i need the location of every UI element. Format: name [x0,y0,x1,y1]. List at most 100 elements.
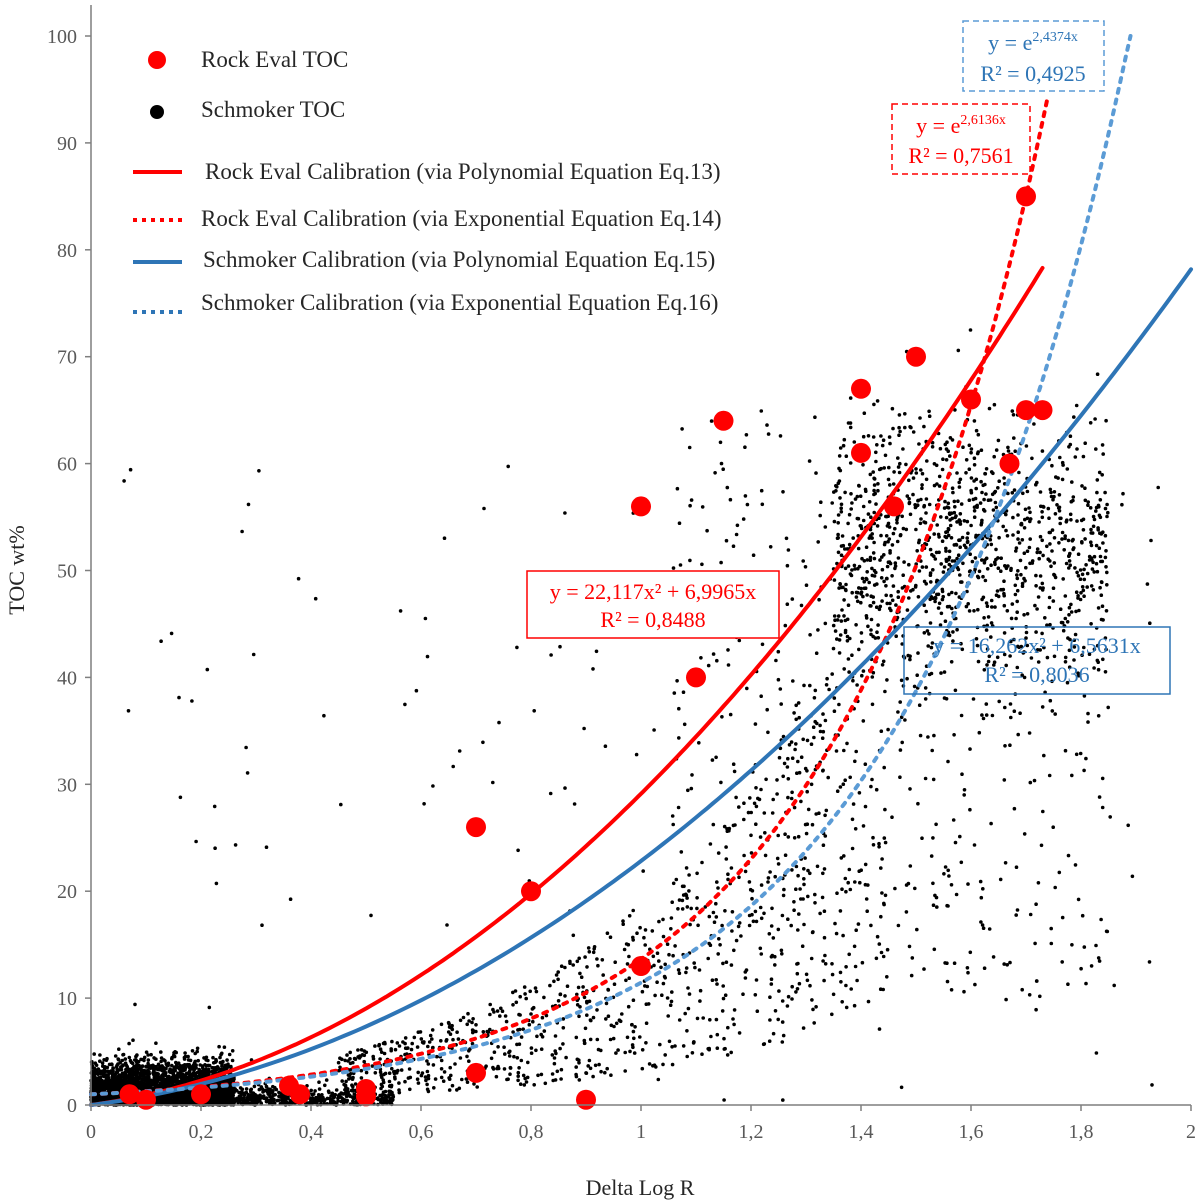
schmoker-point [794,887,798,891]
schmoker-point [1085,585,1089,589]
schmoker-point [1063,536,1067,541]
schmoker-point [1051,586,1056,590]
schmoker-point [579,975,584,979]
schmoker-point [158,1066,162,1070]
schmoker-point [571,963,575,967]
schmoker-point [668,1003,673,1007]
schmoker-point [110,1076,115,1081]
schmoker-point [526,1060,530,1065]
schmoker-point [182,1074,187,1078]
schmoker-point [539,1072,544,1077]
schmoker-point [467,1049,471,1053]
schmoker-point [1089,543,1094,548]
schmoker-point [869,594,873,598]
schmoker-point [687,873,691,877]
schmoker-point [869,784,873,789]
schmoker-point [109,1071,114,1075]
schmoker-point [836,614,841,618]
schmoker-point [565,984,570,988]
schmoker-point [336,1060,341,1065]
schmoker-point [894,603,898,607]
schmoker-point [979,479,983,484]
schmoker-point [751,919,756,924]
schmoker-point [317,1087,322,1091]
schmoker-point [762,1042,767,1046]
schmoker-point [888,606,892,611]
schmoker-point [832,490,836,494]
schmoker-point [1033,603,1037,608]
schmoker-point [344,1079,348,1084]
schmoker-point [1080,572,1085,577]
schmoker-point [714,915,719,919]
schmoker-point [844,965,848,969]
schmoker-point [505,1077,509,1082]
schmoker-point [631,935,635,940]
schmoker-point [809,782,814,787]
schmoker-point [1079,591,1083,595]
schmoker-point [737,921,742,925]
schmoker-point [830,672,834,676]
schmoker-point [885,524,890,528]
schmoker-point [786,835,791,839]
schmoker-point [790,997,794,1001]
schmoker-point [561,1042,565,1046]
schmoker-point [886,727,890,732]
schmoker-point [980,558,984,562]
schmoker-point [832,696,837,700]
schmoker-point [137,1063,141,1068]
schmoker-point [759,883,764,887]
schmoker-point [395,1041,400,1045]
schmoker-point [1078,568,1083,572]
schmoker-point [164,1079,168,1084]
schmoker-point [1024,444,1029,448]
schmoker-point [449,1073,453,1078]
schmoker-point [131,1080,136,1084]
schmoker-point [1075,570,1079,575]
schmoker-point [632,1051,637,1055]
schmoker-point [323,1083,327,1088]
schmoker-point [863,487,868,492]
schmoker-point [448,1065,453,1070]
schmoker-point [217,1044,221,1049]
schmoker-point [929,580,933,584]
schmoker-point [146,1061,150,1066]
schmoker-point [379,1073,384,1077]
schmoker-point [376,1096,380,1100]
schmoker-point [908,657,912,662]
schmoker-point [447,1022,451,1026]
schmoker-point [732,948,736,953]
schmoker-point [441,1079,446,1083]
schmoker-point [1052,573,1057,578]
schmoker-point [730,910,735,914]
schmoker-point [837,702,841,707]
schmoker-point [955,627,959,632]
schmoker-point [815,864,820,869]
schmoker-point [218,1089,223,1094]
schmoker-point [245,1098,249,1102]
schmoker-point [918,416,922,420]
schmoker-point [875,630,879,634]
schmoker-point [796,928,800,932]
schmoker-point [843,778,847,782]
schmoker-point [700,1052,704,1056]
schmoker-point [387,1071,392,1075]
schmoker-point [91,1086,96,1091]
schmoker-point [731,1017,735,1021]
schmoker-point [194,1074,198,1079]
schmoker-point [107,1081,111,1086]
schmoker-point [474,1023,478,1027]
schmoker-point [214,1057,218,1062]
schmoker-point [613,960,617,964]
schmoker-point [872,556,877,561]
schmoker-point [108,1084,113,1089]
schmoker-point [1083,441,1087,446]
schmoker-point [551,1078,555,1083]
schmoker-point [847,542,852,547]
schmoker-point [762,911,766,916]
schmoker-point [1094,543,1099,548]
schmoker-point [716,952,720,956]
schmoker-point [635,931,639,935]
schmoker-point [170,1063,174,1068]
schmoker-point [764,777,768,782]
